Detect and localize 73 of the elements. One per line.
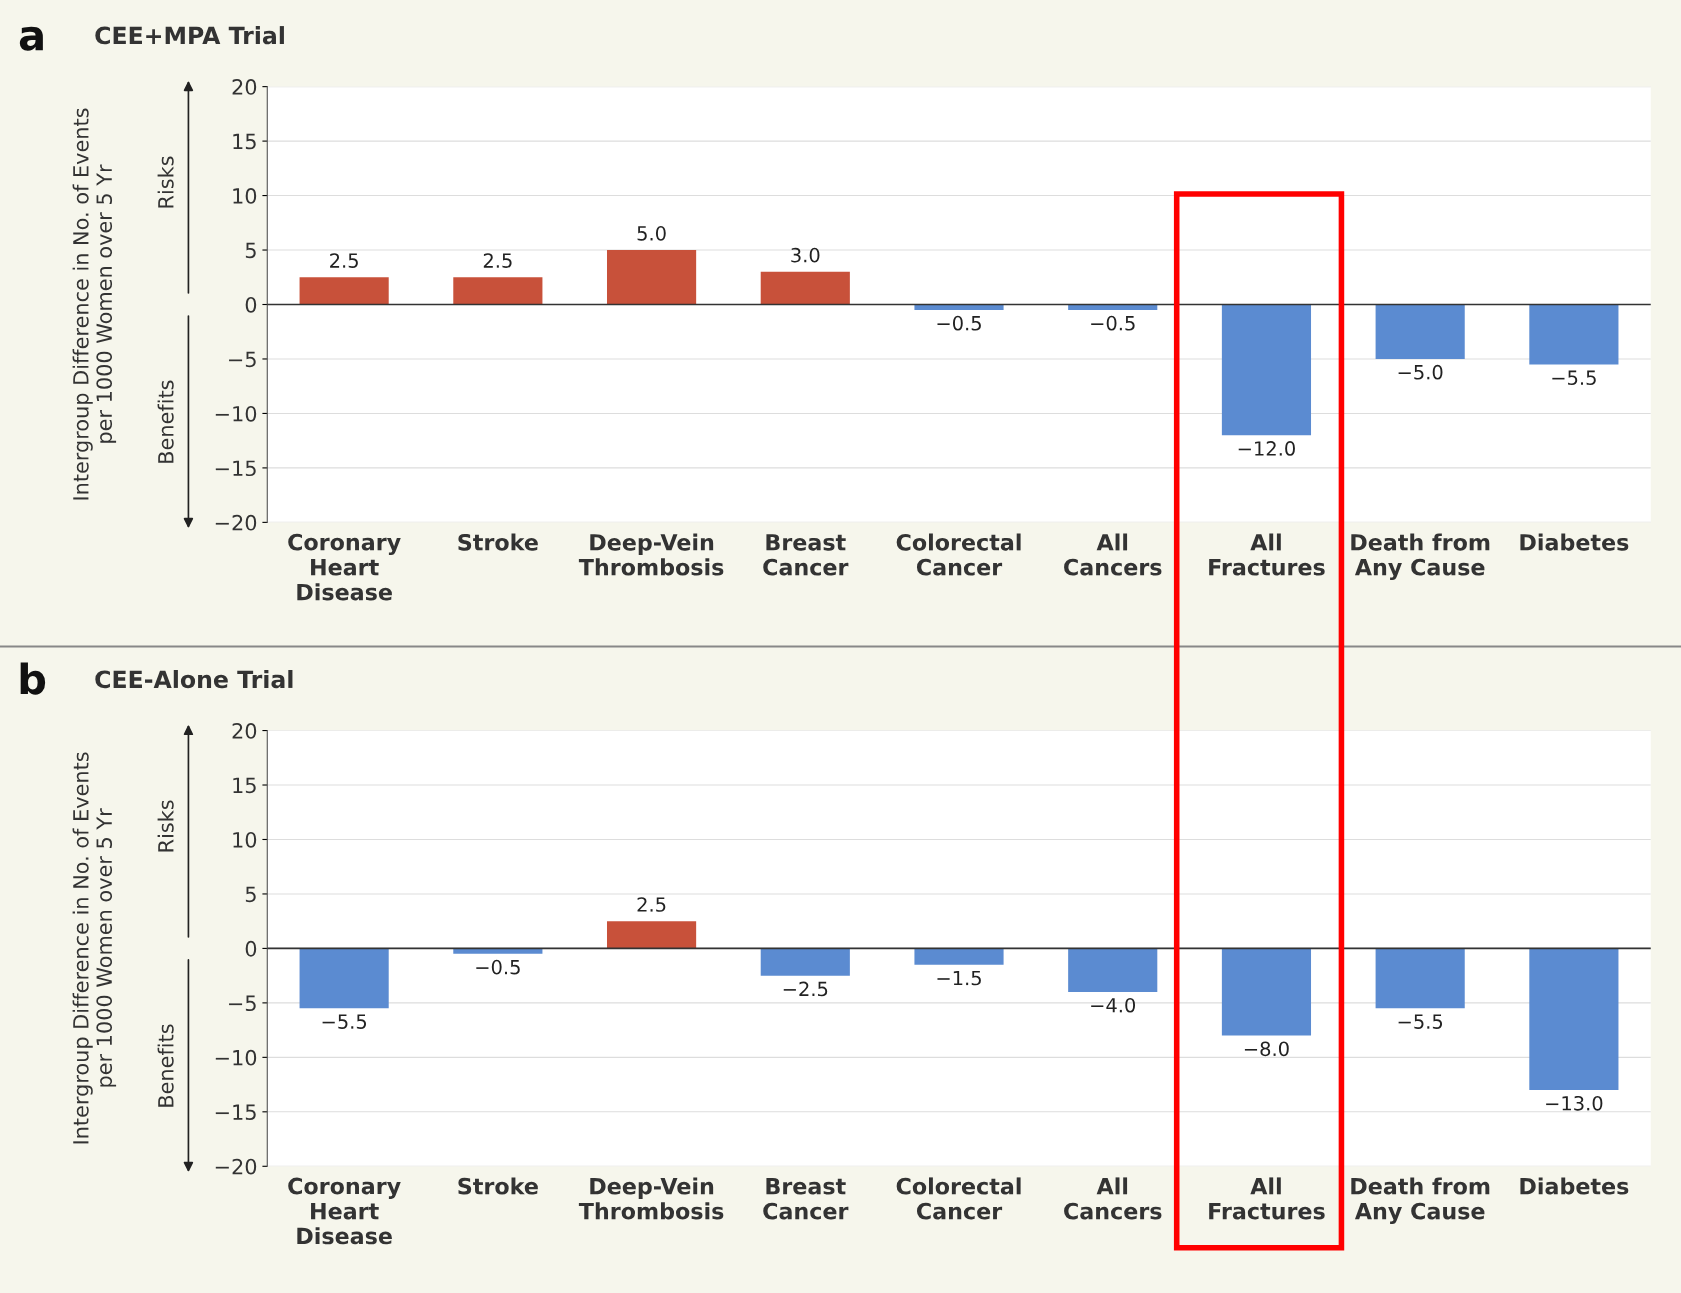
- y-tick-label: −20: [215, 514, 257, 531]
- bar: [760, 271, 850, 305]
- x-tick-label: All Cancers: [1064, 1177, 1162, 1220]
- y-tick-label: 10: [233, 188, 257, 204]
- x-tick-label: Breast Cancer: [763, 534, 849, 576]
- text: Benefits: [157, 380, 174, 463]
- bar: [1068, 304, 1158, 310]
- bar: [1375, 304, 1465, 359]
- data-label: 3.0: [791, 247, 820, 263]
- chart-title: CEE+MPA Trial: [95, 26, 284, 45]
- x-tick-label: All Fractures: [1209, 1177, 1325, 1220]
- data-label: −5.0: [1398, 364, 1443, 380]
- x-tick-label: Coronary Heart Disease: [288, 533, 401, 601]
- x-tick-label: All Cancers: [1064, 533, 1162, 576]
- data-label: −0.5: [1091, 315, 1135, 331]
- x-tick-label: Colorectal Cancer: [896, 533, 1021, 576]
- y-tick-label: 20: [232, 79, 257, 95]
- x-tick-label: Breast Cancer: [763, 1178, 849, 1220]
- y-tick-label: 15: [233, 133, 256, 150]
- bar: [1529, 304, 1619, 365]
- text: Risks: [157, 156, 174, 208]
- y-tick-label: 0: [245, 296, 257, 313]
- y-tick-label: 5: [245, 886, 256, 903]
- data-label: −0.5: [937, 315, 981, 331]
- data-label: 5.0: [637, 226, 666, 241]
- data-label: −5.5: [1398, 1014, 1443, 1029]
- data-label: −2.5: [783, 981, 828, 997]
- y-axis-title: Intergroup Difference in No. of Events per 1000 Women over 5 Yr: [72, 752, 117, 1144]
- y-tick-label: 0: [245, 940, 257, 957]
- x-tick-label: Diabetes: [1520, 1177, 1629, 1195]
- data-label: 2.5: [330, 253, 358, 268]
- y-tick-label: 10: [233, 831, 257, 848]
- x-tick-label: Death from Any Cause: [1351, 533, 1490, 581]
- data-label: −5.5: [322, 1014, 367, 1029]
- data-label: 2.5: [483, 253, 512, 268]
- bar: [607, 250, 697, 305]
- x-tick-label: Colorectal Cancer: [896, 1177, 1021, 1220]
- x-tick-label: Stroke: [458, 1177, 538, 1195]
- y-axis-title: Intergroup Difference in No. of Events per 1000 Women over 5 Yr: [72, 108, 117, 500]
- bar: [299, 277, 389, 305]
- x-tick-label: Coronary Heart Disease: [288, 1177, 401, 1245]
- x-tick-label: Death from Any Cause: [1351, 1177, 1490, 1224]
- chart-title: CEE-Alone Trial: [95, 669, 293, 689]
- data-label: −0.5: [476, 959, 520, 975]
- data-label: 2.5: [637, 897, 666, 912]
- data-label: −1.5: [937, 970, 981, 986]
- text: b: [20, 662, 46, 695]
- x-tick-label: Stroke: [458, 533, 538, 551]
- y-tick-label: −5: [229, 995, 256, 1012]
- bar: [1221, 304, 1312, 436]
- y-tick-label: −20: [215, 1158, 257, 1175]
- y-tick-label: −10: [215, 405, 257, 422]
- x-tick-label: Deep-Vein Thrombosis: [578, 533, 724, 576]
- data-label: −5.5: [1552, 370, 1596, 386]
- y-tick-label: 15: [233, 777, 256, 794]
- data-label: −12.0: [1238, 441, 1295, 456]
- bar: [914, 304, 1004, 310]
- x-tick-label: Deep-Vein Thrombosis: [578, 1177, 724, 1220]
- y-tick-label: 20: [232, 723, 257, 739]
- text: Risks: [157, 800, 174, 852]
- y-tick-label: −5: [229, 351, 256, 368]
- y-tick-label: −15: [215, 1104, 256, 1121]
- x-tick-label: All Fractures: [1209, 533, 1325, 576]
- bar: [453, 277, 543, 305]
- x-tick-label: Diabetes: [1520, 533, 1629, 551]
- text: a: [19, 26, 43, 51]
- y-tick-label: −15: [215, 460, 256, 477]
- data-label: −4.0: [1091, 997, 1136, 1013]
- y-tick-label: 5: [245, 242, 256, 259]
- y-tick-label: −10: [215, 1049, 257, 1066]
- data-label: −13.0: [1546, 1095, 1603, 1111]
- data-label: −8.0: [1244, 1041, 1289, 1057]
- text: Benefits: [157, 1024, 174, 1107]
